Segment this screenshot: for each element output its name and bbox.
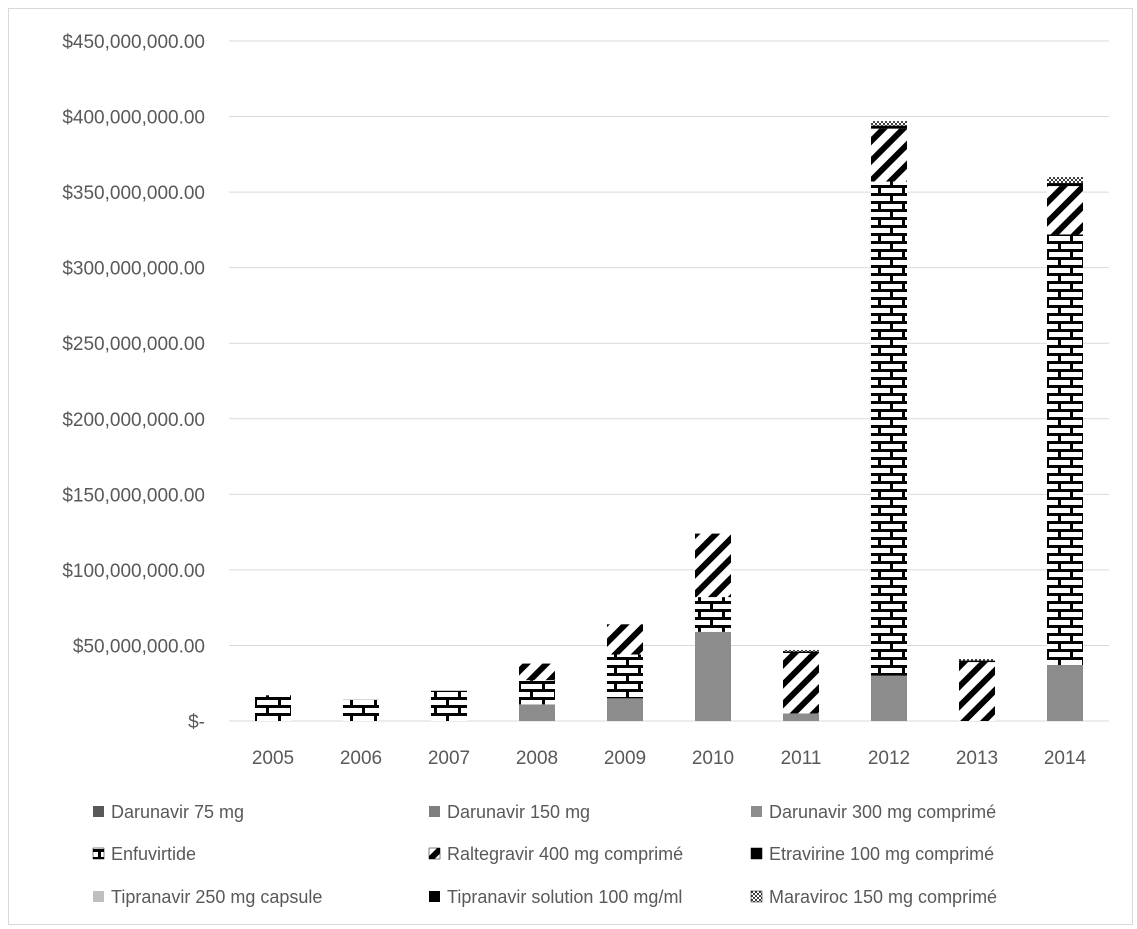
legend-label: Darunavir 300 mg comprimé: [769, 802, 996, 822]
legend-swatch: [750, 890, 763, 903]
bar-segment: [519, 680, 555, 705]
y-tick-label: $200,000,000.00: [62, 410, 205, 431]
bar-segment: [1047, 234, 1083, 666]
legend-label: Enfuvirtide: [111, 844, 196, 864]
legend-swatch: [428, 847, 441, 860]
bar-segment: [431, 690, 467, 721]
legend: Darunavir 75 mg Darunavir 150 mg Darunavir…: [92, 802, 997, 907]
x-tick-label: 2009: [604, 748, 646, 769]
bar-segment: [695, 631, 731, 721]
bar-segment: [783, 651, 819, 653]
y-axis-ticks: $- $50,000,000.00 $100,000,000.00 $150,000,…: [62, 32, 205, 733]
bar-segment: [871, 128, 907, 182]
legend-swatch: [429, 806, 440, 817]
bar-segment: [607, 698, 643, 721]
legend-label: Etravirine 100 mg comprimé: [769, 844, 994, 864]
legend-label: Darunavir 75 mg: [111, 802, 244, 822]
bar-segment: [959, 662, 995, 721]
x-tick-label: 2011: [781, 748, 822, 769]
bar-segment: [519, 704, 555, 721]
legend-swatch: [93, 891, 104, 902]
bar-segment: [959, 660, 995, 663]
y-tick-label: $450,000,000.00: [62, 32, 205, 53]
legend-swatch: [429, 891, 440, 902]
legend-swatch: [750, 847, 763, 860]
bar-segment: [959, 659, 995, 661]
bar-segment: [695, 533, 731, 598]
bar-segment: [1047, 665, 1083, 721]
x-axis-ticks: 2005 2006 2007 2008 2009 2010 2011 2012 2013 2014: [252, 748, 1087, 769]
bars: [255, 121, 1083, 721]
legend-label: Tipranavir solution 100 mg/ml: [447, 887, 682, 907]
bar-segment: [343, 699, 379, 721]
y-tick-label: $150,000,000.00: [62, 485, 205, 506]
bar-segment: [871, 121, 907, 126]
legend-label: Maraviroc 150 mg comprimé: [769, 887, 997, 907]
legend-label: Darunavir 150 mg: [447, 802, 590, 822]
legend-swatch: [92, 847, 105, 860]
bar-segment: [783, 713, 819, 721]
x-tick-label: 2012: [868, 748, 910, 769]
bar-segment: [1047, 186, 1083, 235]
x-tick-label: 2006: [340, 748, 382, 769]
y-tick-label: $-: [188, 712, 205, 733]
x-tick-label: 2014: [1044, 748, 1087, 769]
gridlines: [229, 40, 1109, 722]
bar-segment: [695, 597, 731, 632]
bar-segment: [783, 653, 819, 714]
y-tick-label: $300,000,000.00: [62, 259, 205, 280]
x-tick-label: 2008: [516, 748, 558, 769]
y-tick-label: $400,000,000.00: [62, 108, 205, 129]
bar-segment: [607, 624, 643, 655]
y-tick-label: $100,000,000.00: [62, 561, 205, 582]
bar-segment: [871, 181, 907, 676]
legend-label: Raltegravir 400 mg comprimé: [447, 844, 683, 864]
bar-segment: [1047, 177, 1083, 184]
bar-segment: [1047, 183, 1083, 187]
x-tick-label: 2010: [692, 748, 734, 769]
y-tick-label: $250,000,000.00: [62, 334, 205, 355]
bar-segment: [607, 654, 643, 699]
y-tick-label: $350,000,000.00: [62, 183, 205, 204]
bar-segment: [871, 125, 907, 129]
stacked-bar-chart: $- $50,000,000.00 $100,000,000.00 $150,000,…: [62, 32, 1109, 907]
legend-label: Tipranavir 250 mg capsule: [111, 887, 322, 907]
bar-segment: [783, 649, 819, 652]
x-tick-label: 2013: [956, 748, 998, 769]
y-tick-label: $50,000,000.00: [73, 636, 205, 657]
chart-frame: $- $50,000,000.00 $100,000,000.00 $150,000,…: [8, 8, 1133, 925]
legend-swatch: [751, 806, 762, 817]
bar-segment: [255, 695, 291, 721]
bar-segment: [871, 675, 907, 721]
x-tick-label: 2005: [252, 748, 294, 769]
bar-segment: [519, 663, 555, 681]
legend-swatch: [93, 806, 104, 817]
x-tick-label: 2007: [428, 748, 470, 769]
